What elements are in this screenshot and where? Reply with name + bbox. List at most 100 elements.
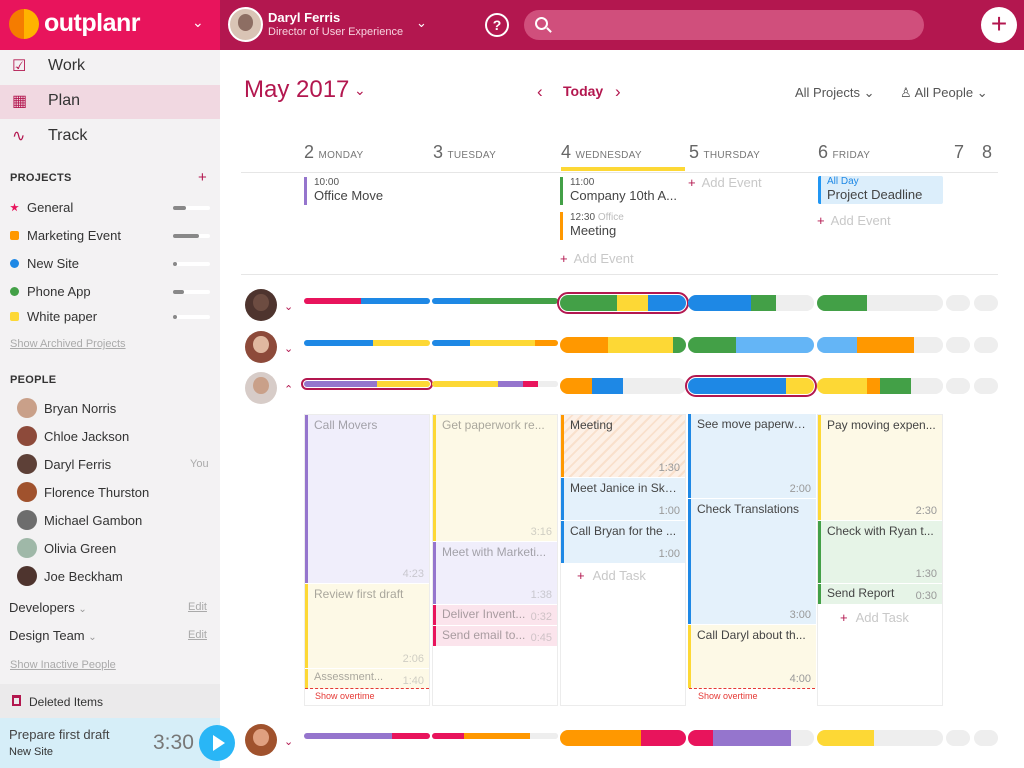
search-input[interactable] <box>524 10 924 40</box>
person-item-joe-beckham[interactable]: Joe Beckham <box>0 563 220 591</box>
task-card[interactable]: Send Report 0:30 <box>818 584 942 604</box>
edit-team-button[interactable]: Edit <box>188 601 207 613</box>
event-company-anniversary[interactable]: 11:00 Company 10th A... <box>560 177 682 205</box>
workload-bar[interactable] <box>688 337 814 353</box>
workload-bar[interactable] <box>817 730 943 746</box>
show-inactive-people-link[interactable]: Show Inactive People <box>10 659 116 671</box>
person-item-bryan-norris[interactable]: Bryan Norris <box>0 395 220 423</box>
project-item-new-site[interactable]: New Site <box>0 251 220 275</box>
chevron-down-icon[interactable]: ⌄ <box>284 301 294 313</box>
user-name[interactable]: Daryl Ferris <box>268 10 341 25</box>
person-item-daryl-ferris[interactable]: Daryl Ferris You <box>0 451 220 479</box>
workload-bar[interactable] <box>560 378 686 394</box>
help-button[interactable]: ? <box>485 13 509 37</box>
task-card[interactable]: Call Bryan for the ... 1:00 <box>561 521 685 563</box>
avatar[interactable] <box>245 724 277 756</box>
workload-bar[interactable] <box>432 298 558 304</box>
workload-bar[interactable] <box>974 295 998 311</box>
workload-bar[interactable] <box>946 730 970 746</box>
workload-bar[interactable] <box>304 733 430 739</box>
workload-bar[interactable] <box>432 733 558 739</box>
chevron-down-icon[interactable]: ⌄ <box>284 736 294 748</box>
workload-bar[interactable] <box>560 730 686 746</box>
task-card[interactable]: Assessment... 1:40 <box>305 669 429 689</box>
person-item-olivia-green[interactable]: Olivia Green <box>0 535 220 563</box>
project-item-marketing-event[interactable]: Marketing Event <box>0 223 220 247</box>
show-archived-projects-link[interactable]: Show Archived Projects <box>10 338 126 350</box>
task-card[interactable]: Check Translations 3:00 <box>688 499 816 624</box>
nav-track[interactable]: ∿ Track <box>0 120 220 154</box>
workload-bar[interactable] <box>946 295 970 311</box>
add-event-friday[interactable]: + Add Event <box>817 213 891 228</box>
filter-people[interactable]: ♙ All People ⌄ <box>900 85 988 101</box>
team-design-team[interactable]: Design Team ⌄ <box>9 628 97 643</box>
task-card[interactable]: Call Daryl about th... 4:00 <box>688 625 816 688</box>
task-card[interactable]: Pay moving expen... 2:30 <box>818 415 942 520</box>
month-title[interactable]: May 2017 <box>244 76 350 103</box>
person-item-florence-thurston[interactable]: Florence Thurston <box>0 479 220 507</box>
show-overtime-link[interactable]: Show overtime <box>305 688 429 701</box>
add-event-wednesday[interactable]: + Add Event <box>560 251 634 266</box>
person-item-chloe-jackson[interactable]: Chloe Jackson <box>0 423 220 451</box>
filter-projects[interactable]: All Projects ⌄ <box>795 85 875 101</box>
workload-bar[interactable] <box>946 378 970 394</box>
project-item-white-paper[interactable]: White paper <box>0 304 220 328</box>
workload-bar[interactable] <box>974 730 998 746</box>
chevron-down-icon[interactable]: ⌄ <box>354 82 366 98</box>
person-item-michael-gambon[interactable]: Michael Gambon <box>0 507 220 535</box>
add-event-thursday[interactable]: + Add Event <box>688 175 762 190</box>
task-card[interactable]: Call Movers 4:23 <box>305 415 429 583</box>
task-card[interactable]: Meet with Marketi... 1:38 <box>433 542 557 604</box>
avatar[interactable] <box>245 331 277 363</box>
project-item-general[interactable]: General <box>0 195 220 219</box>
workload-bar[interactable] <box>432 340 558 346</box>
team-developers[interactable]: Developers ⌄ <box>9 600 87 615</box>
event-meeting[interactable]: 12:30 Office Meeting <box>560 212 682 240</box>
task-card[interactable]: Get paperwork re... 3:16 <box>433 415 557 541</box>
workload-bar[interactable] <box>685 375 817 397</box>
add-button[interactable]: + <box>981 7 1017 43</box>
user-avatar[interactable] <box>228 7 263 42</box>
add-task-wednesday[interactable]: + Add Task <box>577 568 646 583</box>
avatar[interactable] <box>245 372 277 404</box>
workload-bar[interactable] <box>304 298 430 304</box>
task-card[interactable]: Check with Ryan t... 1:30 <box>818 521 942 583</box>
task-card[interactable]: Meet Janice in Sky... 1:00 <box>561 478 685 520</box>
play-timer-button[interactable] <box>199 725 235 761</box>
task-card[interactable]: Meeting 1:30 <box>561 415 685 477</box>
chevron-right-icon[interactable]: › <box>615 82 621 101</box>
chevron-up-icon[interactable]: ⌃ <box>284 384 294 396</box>
workload-bar[interactable] <box>817 378 943 394</box>
logo-menu[interactable]: outplanr ⌄ <box>0 0 220 50</box>
add-task-friday[interactable]: + Add Task <box>840 610 909 625</box>
show-overtime-link[interactable]: Show overtime <box>689 688 815 701</box>
today-button[interactable]: Today <box>563 83 604 99</box>
nav-work[interactable]: ☑ Work <box>0 50 220 84</box>
edit-team-button[interactable]: Edit <box>188 629 207 641</box>
workload-bar[interactable] <box>946 337 970 353</box>
workload-bar[interactable] <box>974 378 998 394</box>
workload-bar[interactable] <box>557 292 689 314</box>
chevron-down-icon[interactable]: ⌄ <box>284 343 294 355</box>
workload-bar[interactable] <box>432 381 558 387</box>
nav-plan[interactable]: ▦ Plan <box>0 85 220 119</box>
workload-bar[interactable] <box>817 295 943 311</box>
event-project-deadline[interactable]: All Day Project Deadline <box>818 176 943 204</box>
workload-bar[interactable] <box>304 340 430 346</box>
event-office-move[interactable]: 10:00 Office Move <box>304 177 383 205</box>
task-card[interactable]: Deliver Invent... 0:32 <box>433 605 557 625</box>
workload-bar[interactable] <box>974 337 998 353</box>
chevron-down-icon[interactable]: ⌄ <box>416 15 427 30</box>
task-card[interactable]: See move paperwo... 2:00 <box>688 414 816 498</box>
workload-bar[interactable] <box>301 378 433 390</box>
project-item-phone-app[interactable]: Phone App <box>0 279 220 303</box>
workload-bar[interactable] <box>817 337 943 353</box>
workload-bar[interactable] <box>688 730 814 746</box>
deleted-items[interactable]: Deleted Items <box>0 684 220 718</box>
workload-bar[interactable] <box>560 337 686 353</box>
task-card[interactable]: Send email to... 0:45 <box>433 626 557 646</box>
avatar[interactable] <box>245 289 277 321</box>
add-project-button[interactable]: + <box>198 169 207 186</box>
chevron-left-icon[interactable]: ‹ <box>537 82 543 101</box>
workload-bar[interactable] <box>688 295 814 311</box>
